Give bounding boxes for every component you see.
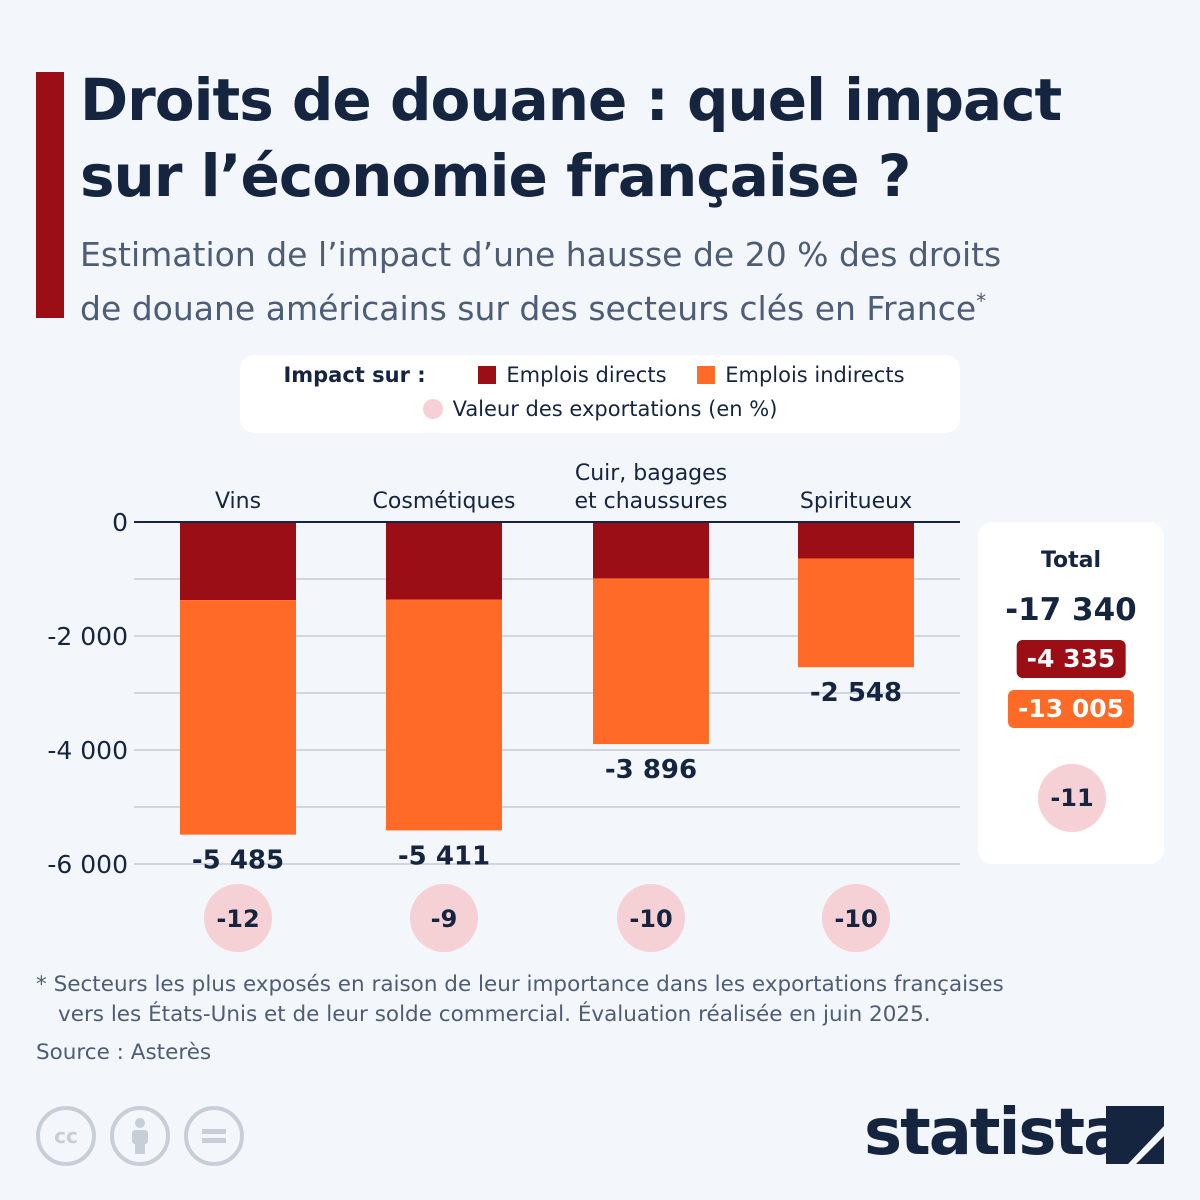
exports-label: -9: [431, 905, 458, 933]
title-line-2: sur l’économie française ?: [80, 142, 911, 210]
category-label: Cuir, bagages: [575, 461, 727, 486]
bar-total-label: -5 485: [192, 846, 284, 876]
bar-total-label: -3 896: [605, 755, 697, 785]
exports-circle: [410, 884, 478, 952]
attribution-icon[interactable]: [110, 1106, 170, 1166]
statista-logo-icon: [1106, 1106, 1164, 1164]
category-label: Cosmétiques: [373, 489, 516, 514]
total-exports-circle: -11: [1038, 764, 1106, 832]
category-label: Spiritueux: [800, 489, 912, 514]
footnote: * Secteurs les plus exposés en raison de…: [36, 970, 1156, 1030]
legend-swatch-indirect: [697, 366, 716, 384]
total-direct-badge: -4 335: [1016, 640, 1126, 678]
source-note: Source : Asterès: [36, 1040, 212, 1065]
legend-lead: Impact sur :: [283, 363, 426, 387]
bar-total-label: -5 411: [398, 841, 490, 871]
exports-circle: [822, 884, 890, 952]
y-tick-label: 0: [112, 508, 128, 537]
title-accent-bar: [36, 72, 64, 318]
exports-label: -10: [834, 905, 877, 933]
bar-total-label: -2 548: [810, 678, 902, 708]
bar-indirect: [798, 558, 914, 668]
legend-label-indirect: Emplois indirects: [725, 363, 905, 387]
subtitle: Estimation de l’impact d’une hausse de 2…: [80, 232, 1170, 332]
total-label: Total: [1040, 548, 1102, 573]
bar-direct: [180, 522, 296, 601]
footnote-line-2: vers les États-Unis et de leur solde com…: [58, 1002, 931, 1027]
exports-label: -10: [629, 905, 672, 933]
exports-circle: [617, 884, 685, 952]
subtitle-footnote-mark: *: [976, 289, 987, 313]
category-label: Vins: [215, 489, 261, 514]
bar-direct: [593, 522, 709, 579]
exports-label: -12: [216, 905, 259, 933]
legend-item-direct: Emplois directs: [478, 363, 667, 387]
legend-item-indirect: Emplois indirects: [697, 363, 905, 387]
subtitle-line-2: de douane américains sur des secteurs cl…: [80, 289, 977, 328]
legend-item-exports: Valeur des exportations (en %): [422, 397, 778, 421]
legend: Impact sur : Emplois directs Emplois ind…: [240, 355, 960, 433]
exports-circle: [204, 884, 272, 952]
legend-label-exports: Valeur des exportations (en %): [452, 397, 778, 421]
bar-chart: 0 -2 000 -4 000 -6 000 Vins -5 485 -12 Cosmétiq…: [47, 461, 960, 952]
total-value: -17 340: [1005, 592, 1137, 628]
license-icons: cc: [36, 1106, 258, 1166]
bar-indirect: [386, 599, 502, 831]
bar-indirect: [180, 600, 296, 835]
title-line-1: Droits de douane : quel impact: [80, 66, 1062, 134]
creative-commons-icon[interactable]: cc: [36, 1106, 96, 1166]
y-tick-label: -2 000: [47, 622, 128, 651]
bar-indirect: [593, 578, 709, 745]
statista-logo[interactable]: statista: [864, 1096, 1126, 1170]
total-card: Total -17 340 -4 335 -13 005 -11: [978, 522, 1164, 864]
y-tick-label: -6 000: [47, 850, 128, 879]
footnote-line-1: * Secteurs les plus exposés en raison de…: [36, 972, 1004, 997]
legend-label-direct: Emplois directs: [506, 363, 667, 387]
legend-dot-exports: [422, 399, 443, 419]
bar-direct: [386, 522, 502, 600]
y-tick-label: -4 000: [47, 736, 128, 765]
legend-swatch-direct: [478, 366, 497, 384]
no-derivatives-icon[interactable]: [184, 1106, 244, 1166]
category-label: et chaussures: [574, 489, 727, 514]
page-title: Droits de douane : quel impact sur l’éco…: [80, 62, 1180, 214]
subtitle-line-1: Estimation de l’impact d’une hausse de 2…: [80, 235, 1002, 274]
total-indirect-badge: -13 005: [1007, 690, 1135, 728]
bar-direct: [798, 522, 914, 559]
